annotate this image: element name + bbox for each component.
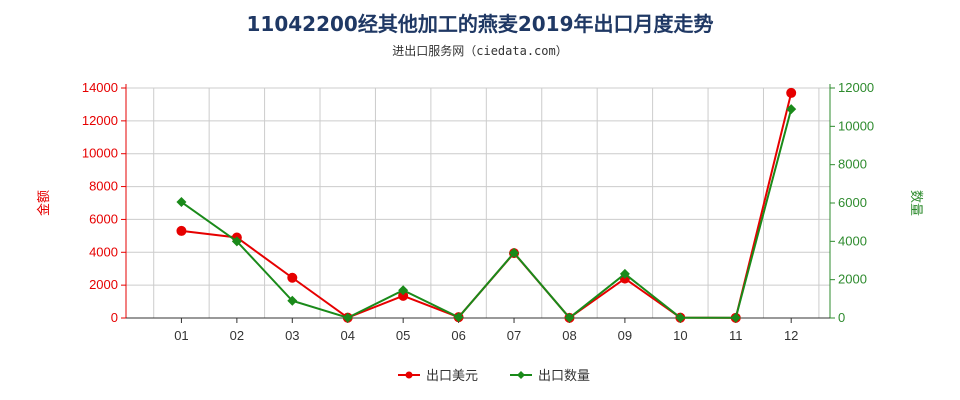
series-2-point — [564, 312, 575, 323]
series-1-point — [786, 87, 797, 98]
series-2-point — [176, 197, 187, 208]
x-tick-label: 03 — [285, 328, 299, 343]
y-left-tick-label: 14000 — [82, 80, 118, 95]
y-right-tick-label: 0 — [838, 310, 845, 325]
series-2-point — [342, 312, 353, 323]
series-2-point — [675, 312, 686, 323]
y-right-tick-label: 6000 — [838, 195, 867, 210]
plot-area — [125, 87, 831, 319]
x-tick-label: 06 — [451, 328, 465, 343]
x-tick-label: 11 — [729, 328, 743, 343]
series-1-point — [287, 272, 298, 283]
series-2-point — [287, 295, 298, 306]
series-2-point — [619, 268, 630, 279]
x-tick-label: 10 — [673, 328, 687, 343]
series-2-point — [453, 312, 464, 323]
y-left-tick-label: 4000 — [89, 244, 118, 259]
x-tick-label: 12 — [784, 328, 798, 343]
y-left-tick-label: 0 — [111, 310, 118, 325]
y-right-tick-label: 12000 — [838, 80, 874, 95]
x-tick-label: 09 — [618, 328, 632, 343]
series-2-point — [786, 104, 797, 115]
series-1-point — [176, 225, 187, 236]
y-right-tick-label: 8000 — [838, 157, 867, 172]
y-left-tick-label: 8000 — [89, 179, 118, 194]
y-left-tick-label: 12000 — [82, 113, 118, 128]
y-right-tick-label: 4000 — [838, 233, 867, 248]
legend-marker-1 — [405, 371, 413, 379]
x-tick-label: 05 — [396, 328, 410, 343]
series-1-point — [398, 290, 409, 301]
y-left-tick-label: 10000 — [82, 146, 118, 161]
legend-marker-2 — [517, 371, 525, 379]
series-2-point — [231, 236, 242, 247]
y-left-tick-label: 2000 — [89, 277, 118, 292]
series-2-point — [730, 312, 741, 323]
x-tick-label: 08 — [562, 328, 576, 343]
legend-label-1: 出口美元 — [426, 369, 478, 384]
y-right-axis-title: 数量 — [908, 190, 923, 216]
x-tick-label: 02 — [230, 328, 244, 343]
y-left-tick-label: 6000 — [89, 211, 118, 226]
x-tick-label: 07 — [507, 328, 521, 343]
series-line-2 — [180, 108, 793, 320]
chart-subtitle: 进出口服务网（ciedata.com） — [392, 44, 568, 58]
y-right-tick-label: 10000 — [838, 118, 874, 133]
legend-label-2: 出口数量 — [538, 369, 590, 384]
x-tick-label: 04 — [340, 328, 354, 343]
y-left-axis-title: 金额 — [36, 190, 52, 216]
series-2-point — [398, 285, 409, 296]
series-2-point — [509, 247, 520, 258]
chart-title: 11042200经其他加工的燕麦2019年出口月度走势 — [246, 12, 714, 36]
x-tick-label: 01 — [174, 328, 188, 343]
y-right-tick-label: 2000 — [838, 272, 867, 287]
